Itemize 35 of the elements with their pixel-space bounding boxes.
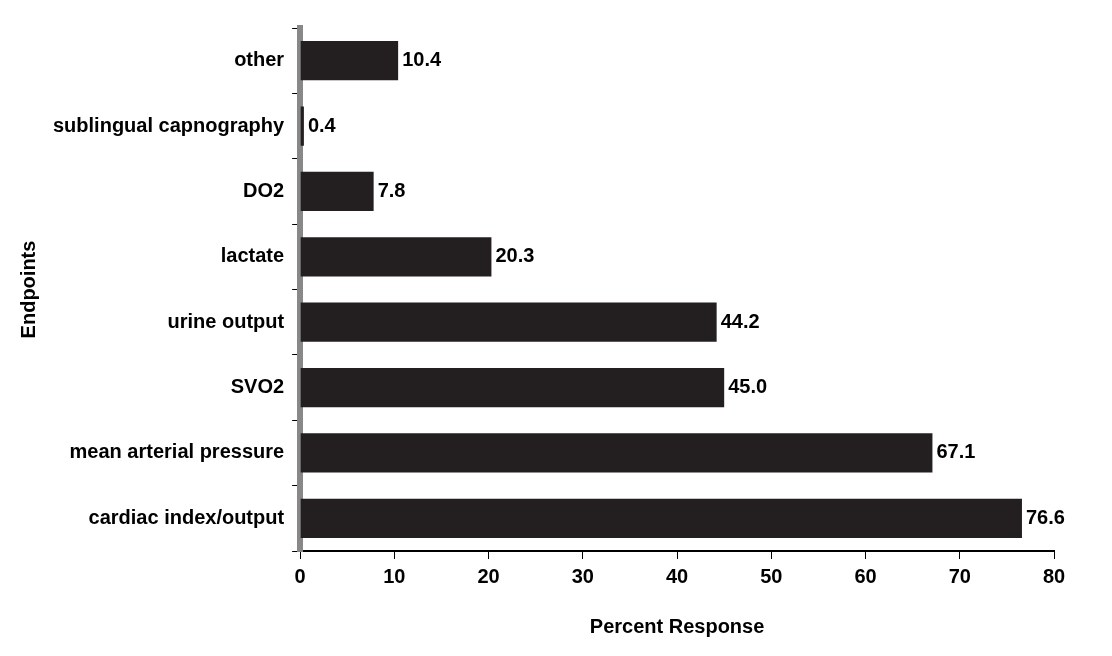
y-tick-label: urine output [167,309,285,332]
bar [300,237,492,277]
y-tick-label: cardiac index/output [88,505,285,528]
data-label: 20.3 [495,244,535,267]
x-axis-title: Percent Response [589,614,765,637]
y-tick-label: mean arterial pressure [69,440,285,463]
bar [300,171,374,212]
y-tick-label: lactate [220,244,285,267]
bar [300,498,1022,538]
data-label: 67.1 [936,440,976,463]
x-tick-label: 50 [760,564,783,587]
bar [300,106,304,146]
data-label: 7.8 [377,178,406,201]
x-tick-label: 30 [571,564,594,587]
bar [300,41,399,81]
data-label: 76.6 [1025,505,1065,528]
y-tick-label: SVO2 [230,375,285,398]
y-tick-label: sublingual capnography [52,113,285,136]
y-tick-label: other [234,48,285,71]
y-axis-title: Endpoints [16,240,39,339]
x-tick-label: 80 [1042,564,1066,587]
data-label: 44.2 [720,309,760,332]
bar [300,433,933,473]
x-tick-label: 20 [477,564,500,587]
data-label: 10.4 [402,48,442,71]
x-tick-label: 0 [294,564,306,587]
y-tick-label: DO2 [243,178,285,201]
data-label: 45.0 [728,375,768,398]
x-tick-label: 40 [665,564,689,587]
bar [300,302,717,342]
x-tick-label: 10 [383,564,406,587]
bar [300,367,725,408]
data-label: 0.4 [307,113,337,136]
x-tick-label: 60 [854,564,877,587]
x-tick-label: 70 [948,564,971,587]
